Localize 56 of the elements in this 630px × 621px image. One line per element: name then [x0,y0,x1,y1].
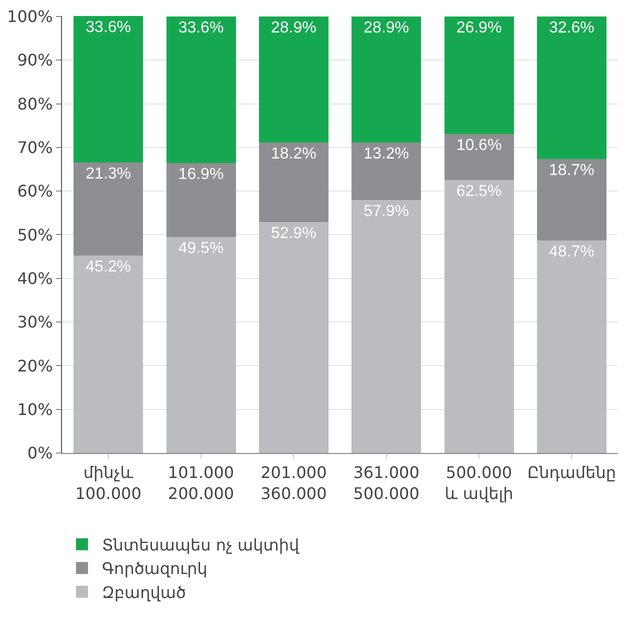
data-label: 10.6% [456,136,502,154]
y-tick-label: 50% [17,225,53,244]
data-label: 33.6% [178,19,224,36]
x-tick-label: 201.000 360.000 [260,463,327,503]
bar [74,162,144,256]
bar [258,16,328,143]
legend-label: Զբաղված [102,583,186,602]
bar [166,163,236,237]
bar [74,16,144,163]
bar [444,180,514,453]
bar [536,240,606,453]
legend-label: Տնտեսապես ոչ ակտիվ [102,535,300,554]
data-label: 28.9% [270,19,316,36]
x-tick-label: 101.000 200.000 [168,463,234,503]
bar [536,158,606,240]
data-label: 28.9% [364,19,410,36]
data-label: 62.5% [456,183,502,200]
data-label: 48.7% [548,243,594,260]
data-label: 21.3% [86,166,132,183]
y-tick-label: 0% [27,444,53,463]
bar [352,200,422,453]
bar [74,256,144,453]
x-tick-label: 500.000 և ավելի [444,463,514,503]
legend-label: Գործազուրկ [102,559,208,578]
bar [258,142,328,222]
data-label: 16.9% [178,166,224,184]
y-tick-label: 70% [17,138,53,158]
data-label: 18.7% [548,162,594,179]
data-label: 52.9% [270,225,316,242]
bar [352,16,422,143]
y-tick-label: 90% [17,50,53,70]
y-tick-label: 60% [17,182,53,201]
data-label: 13.2% [364,146,410,163]
bar [166,16,236,164]
data-label: 32.6% [548,19,594,36]
data-label: 33.6% [86,19,132,36]
x-tick-label: մինչև 100.000 [75,463,142,503]
y-tick-label: 30% [17,312,53,332]
data-label: 49.5% [178,240,224,257]
bar [166,236,236,453]
bar [258,222,328,453]
y-tick-label: 10% [17,400,53,419]
data-label: 18.2% [270,146,316,163]
bar [536,16,606,159]
data-label: 57.9% [364,203,410,220]
y-tick-label: 20% [17,356,53,376]
data-label: 26.9% [456,19,502,36]
bar [444,16,514,134]
x-tick-label: 361.000 500.000 [353,463,420,503]
data-label: 45.2% [86,258,132,276]
bar [352,142,422,200]
x-tick-label: Ընդամենը [527,463,616,482]
y-tick-label: 80% [17,94,53,114]
y-tick-label: 100% [7,7,53,26]
bar [444,134,514,180]
y-tick-label: 40% [17,268,53,288]
